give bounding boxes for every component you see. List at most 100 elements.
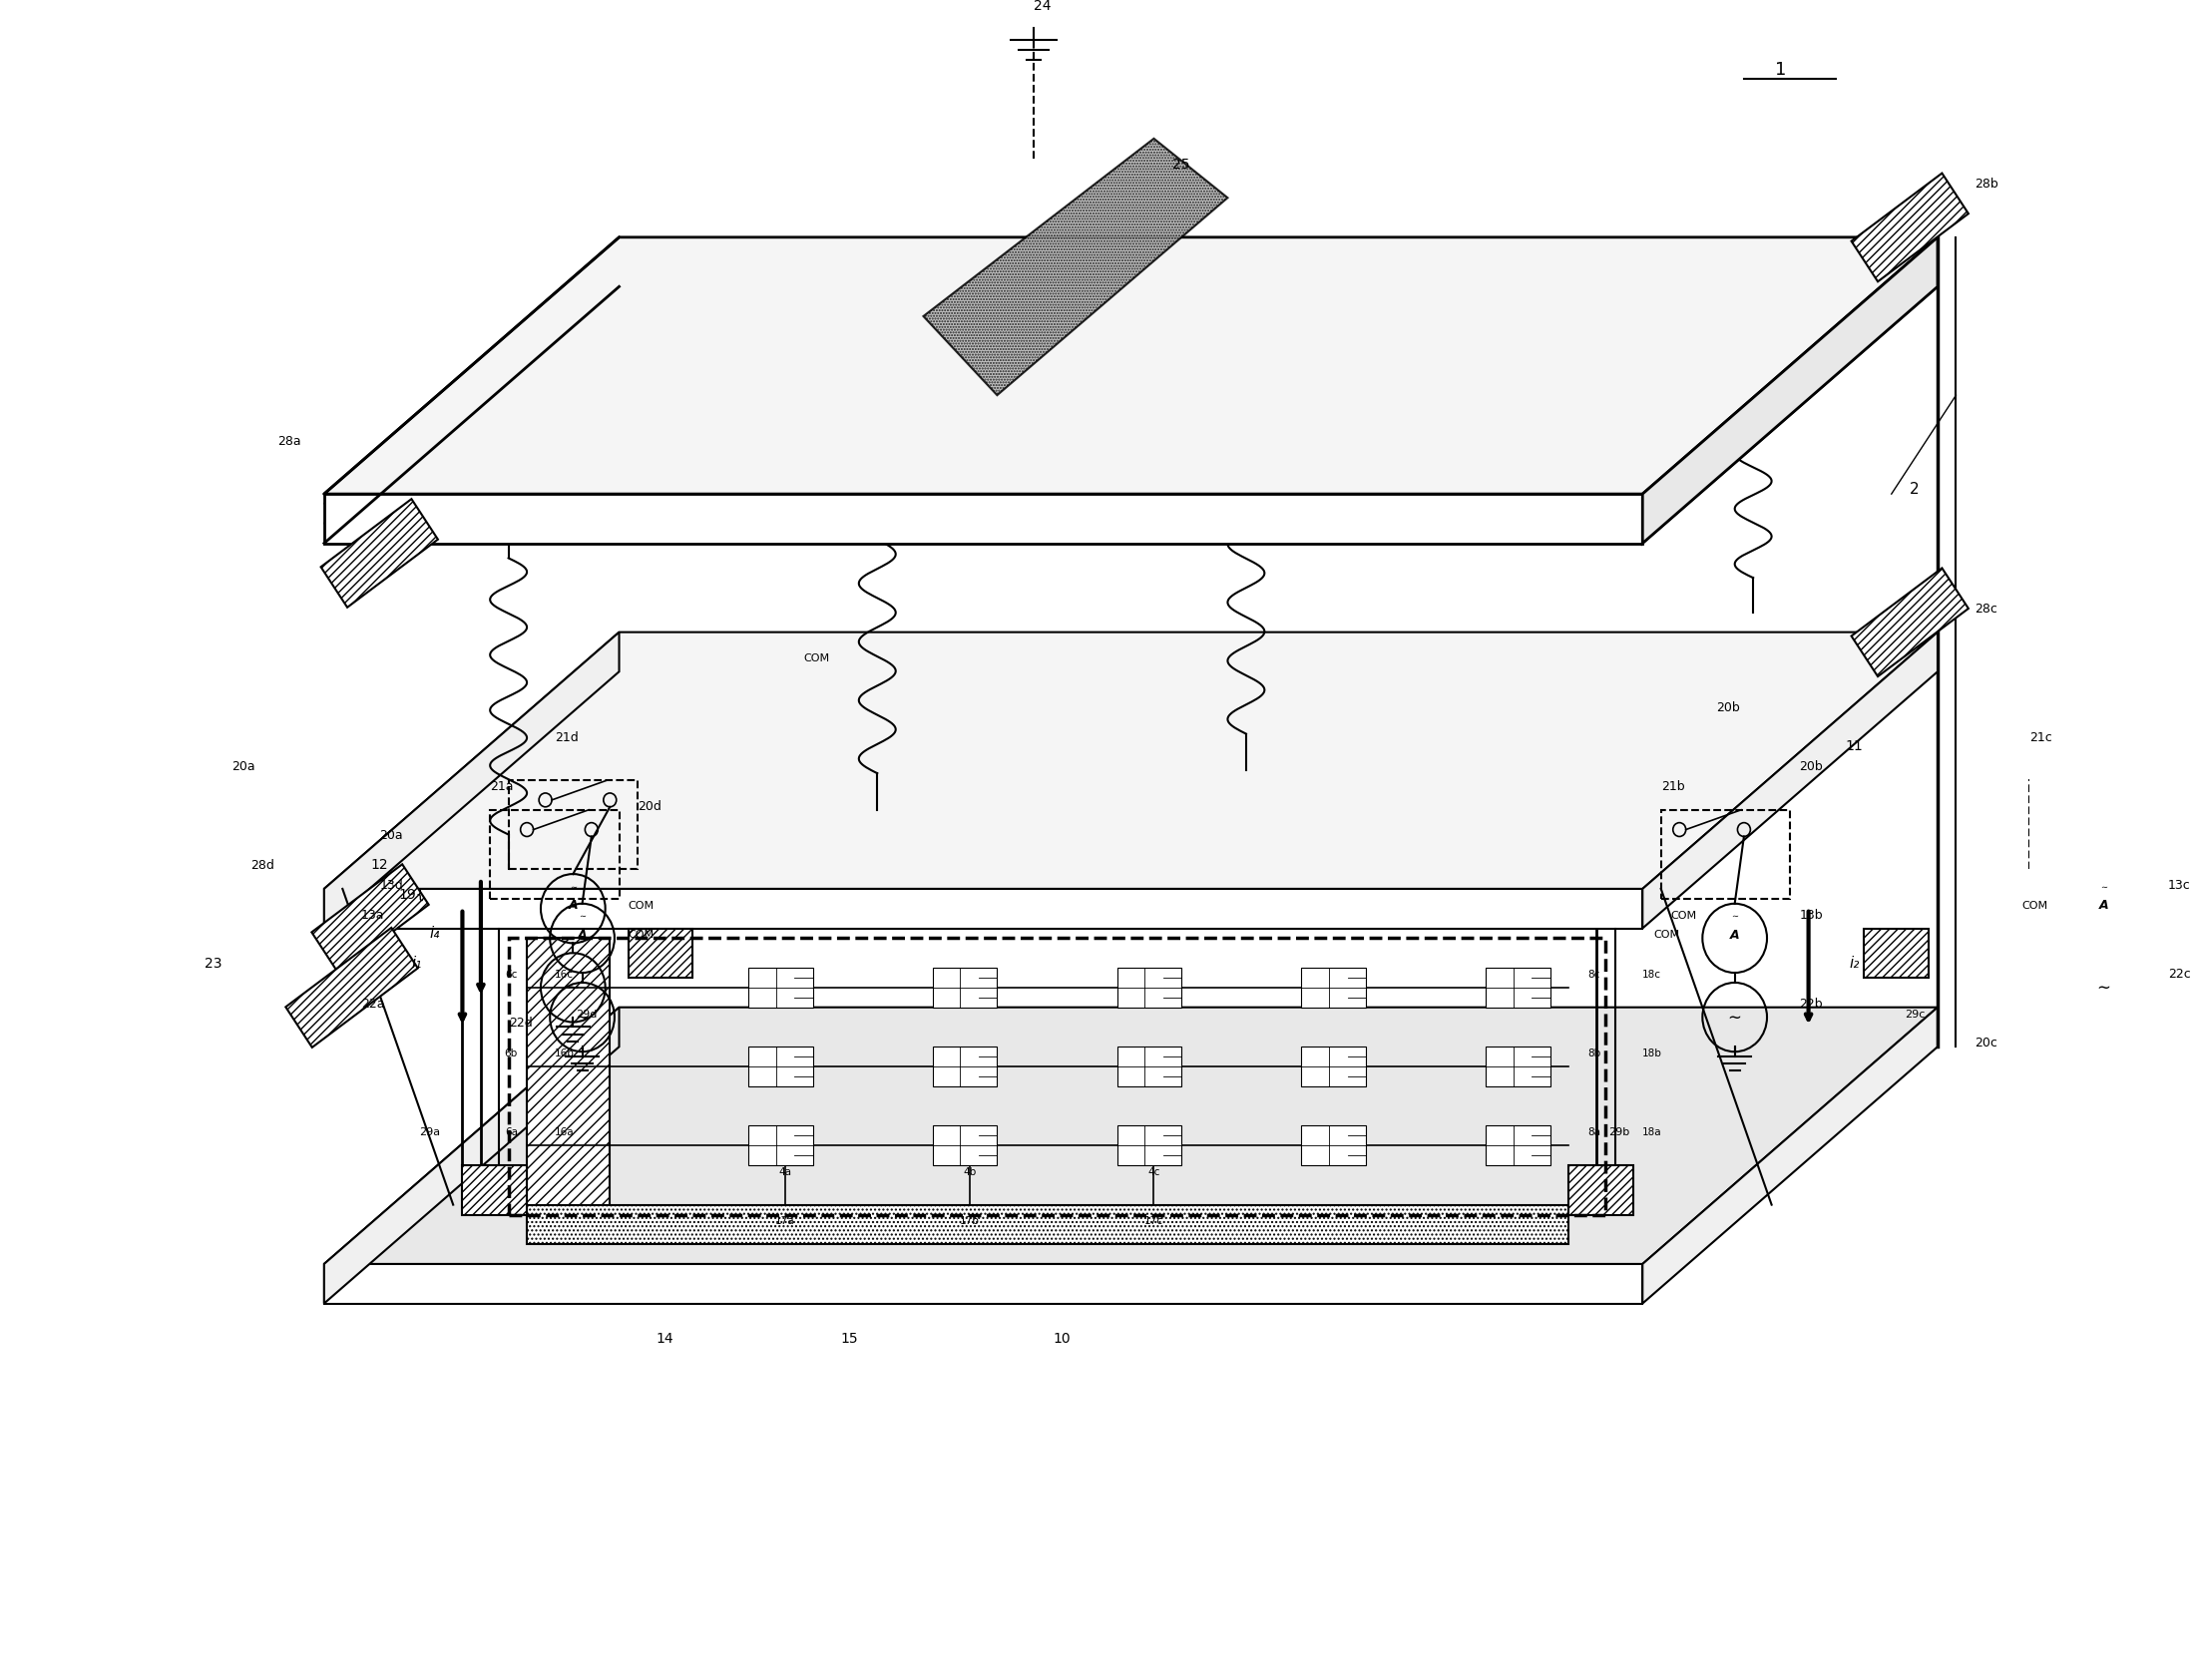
Text: 4c: 4c [1148, 1168, 1161, 1178]
Text: 6a: 6a [506, 1127, 517, 1137]
Polygon shape [323, 632, 1937, 889]
Text: 22a: 22a [361, 998, 385, 1010]
Text: 6b: 6b [504, 1048, 517, 1058]
Text: 4a: 4a [778, 1168, 792, 1178]
Text: 13c: 13c [2168, 879, 2190, 892]
Text: 15: 15 [840, 1332, 858, 1346]
Text: 18c: 18c [1643, 969, 1662, 979]
Polygon shape [1643, 1008, 1937, 1304]
Text: i₁: i₁ [411, 956, 422, 971]
Text: 28b: 28b [1975, 178, 1999, 192]
Polygon shape [1643, 237, 1937, 543]
Polygon shape [323, 267, 1937, 524]
Text: 17c: 17c [1143, 1216, 1163, 1226]
Text: ∼: ∼ [565, 978, 581, 996]
Text: 13b: 13b [1799, 909, 1823, 921]
Polygon shape [323, 1263, 1643, 1304]
Polygon shape [323, 494, 1643, 543]
Text: 22c: 22c [2168, 968, 2190, 981]
Text: 28c: 28c [1975, 603, 1997, 615]
Text: 24: 24 [1034, 0, 1051, 13]
Polygon shape [323, 889, 1643, 929]
Bar [1852, 173, 1968, 282]
Polygon shape [323, 632, 620, 929]
Bar [748, 1126, 814, 1166]
Text: 20d: 20d [638, 800, 662, 813]
Text: 17b: 17b [959, 1216, 979, 1226]
Text: COM: COM [1654, 931, 1680, 941]
Bar [1487, 1126, 1550, 1166]
Text: 13d: 13d [380, 879, 402, 892]
Text: 1: 1 [1775, 60, 1786, 79]
Text: ∼: ∼ [578, 912, 585, 921]
Bar [1852, 568, 1968, 677]
Text: COM: COM [803, 654, 829, 664]
Bar [286, 927, 418, 1047]
Bar [1568, 1166, 1634, 1215]
Text: ∼: ∼ [1731, 912, 1737, 921]
Bar [1117, 968, 1181, 1008]
Polygon shape [323, 1008, 1937, 1263]
Text: COM: COM [629, 900, 655, 911]
Text: i₄: i₄ [429, 926, 440, 941]
Bar [932, 1126, 996, 1166]
Text: 13a: 13a [361, 909, 385, 921]
Text: 22b: 22b [1799, 998, 1823, 1010]
Text: 20a: 20a [380, 830, 402, 842]
Polygon shape [1643, 632, 1937, 929]
Text: 21a: 21a [490, 780, 515, 793]
Text: 20c: 20c [1975, 1037, 1997, 1050]
Bar [1117, 1126, 1181, 1166]
Text: COM: COM [2023, 900, 2047, 911]
Text: 20a: 20a [231, 761, 255, 773]
Text: COM: COM [1671, 911, 1695, 921]
Bar [1302, 968, 1366, 1008]
Polygon shape [323, 247, 1937, 504]
Text: 21d: 21d [554, 731, 578, 744]
Text: 11: 11 [1845, 739, 1863, 754]
Text: 6c: 6c [506, 969, 517, 979]
Text: 8a: 8a [1588, 1127, 1601, 1137]
Text: A: A [567, 899, 578, 912]
Text: 22d: 22d [508, 1016, 532, 1030]
Bar [1487, 1047, 1550, 1087]
Text: 2: 2 [1911, 482, 1920, 497]
Text: ∼: ∼ [576, 1008, 589, 1026]
Text: 16b: 16b [554, 1048, 574, 1058]
Text: 18a: 18a [1643, 1127, 1662, 1137]
Bar [528, 1205, 1568, 1245]
Bar [932, 968, 996, 1008]
Text: 28d: 28d [251, 858, 275, 872]
Text: 29a: 29a [420, 1127, 440, 1137]
Bar [1302, 1126, 1366, 1166]
Text: i₂: i₂ [1849, 956, 1860, 971]
Bar [1117, 1047, 1181, 1087]
Text: ∼: ∼ [2100, 882, 2107, 892]
Text: 10: 10 [1053, 1332, 1071, 1346]
Text: 8b: 8b [1588, 1048, 1601, 1058]
Text: 20b: 20b [1799, 761, 1823, 773]
Text: 25: 25 [1172, 158, 1190, 171]
Polygon shape [323, 287, 1937, 543]
Polygon shape [924, 138, 1227, 395]
Text: 14: 14 [658, 1332, 675, 1346]
Text: COM: COM [629, 931, 655, 941]
Bar [629, 929, 693, 978]
Text: 16c: 16c [554, 969, 574, 979]
Bar [748, 968, 814, 1008]
Text: ∼: ∼ [570, 882, 576, 892]
Text: 29b: 29b [1610, 1127, 1629, 1137]
Text: 21b: 21b [1660, 780, 1684, 793]
Text: 20b: 20b [1715, 701, 1739, 714]
Bar [1865, 929, 1929, 978]
Polygon shape [323, 1008, 620, 1304]
Text: 16a: 16a [554, 1127, 574, 1137]
Text: 8c: 8c [1588, 969, 1599, 979]
Text: A: A [578, 929, 587, 942]
Bar [312, 864, 429, 973]
Bar [1487, 968, 1550, 1008]
Text: 19{: 19{ [398, 887, 424, 902]
Text: A: A [2098, 899, 2109, 912]
Bar [932, 1047, 996, 1087]
Bar [528, 937, 609, 1215]
